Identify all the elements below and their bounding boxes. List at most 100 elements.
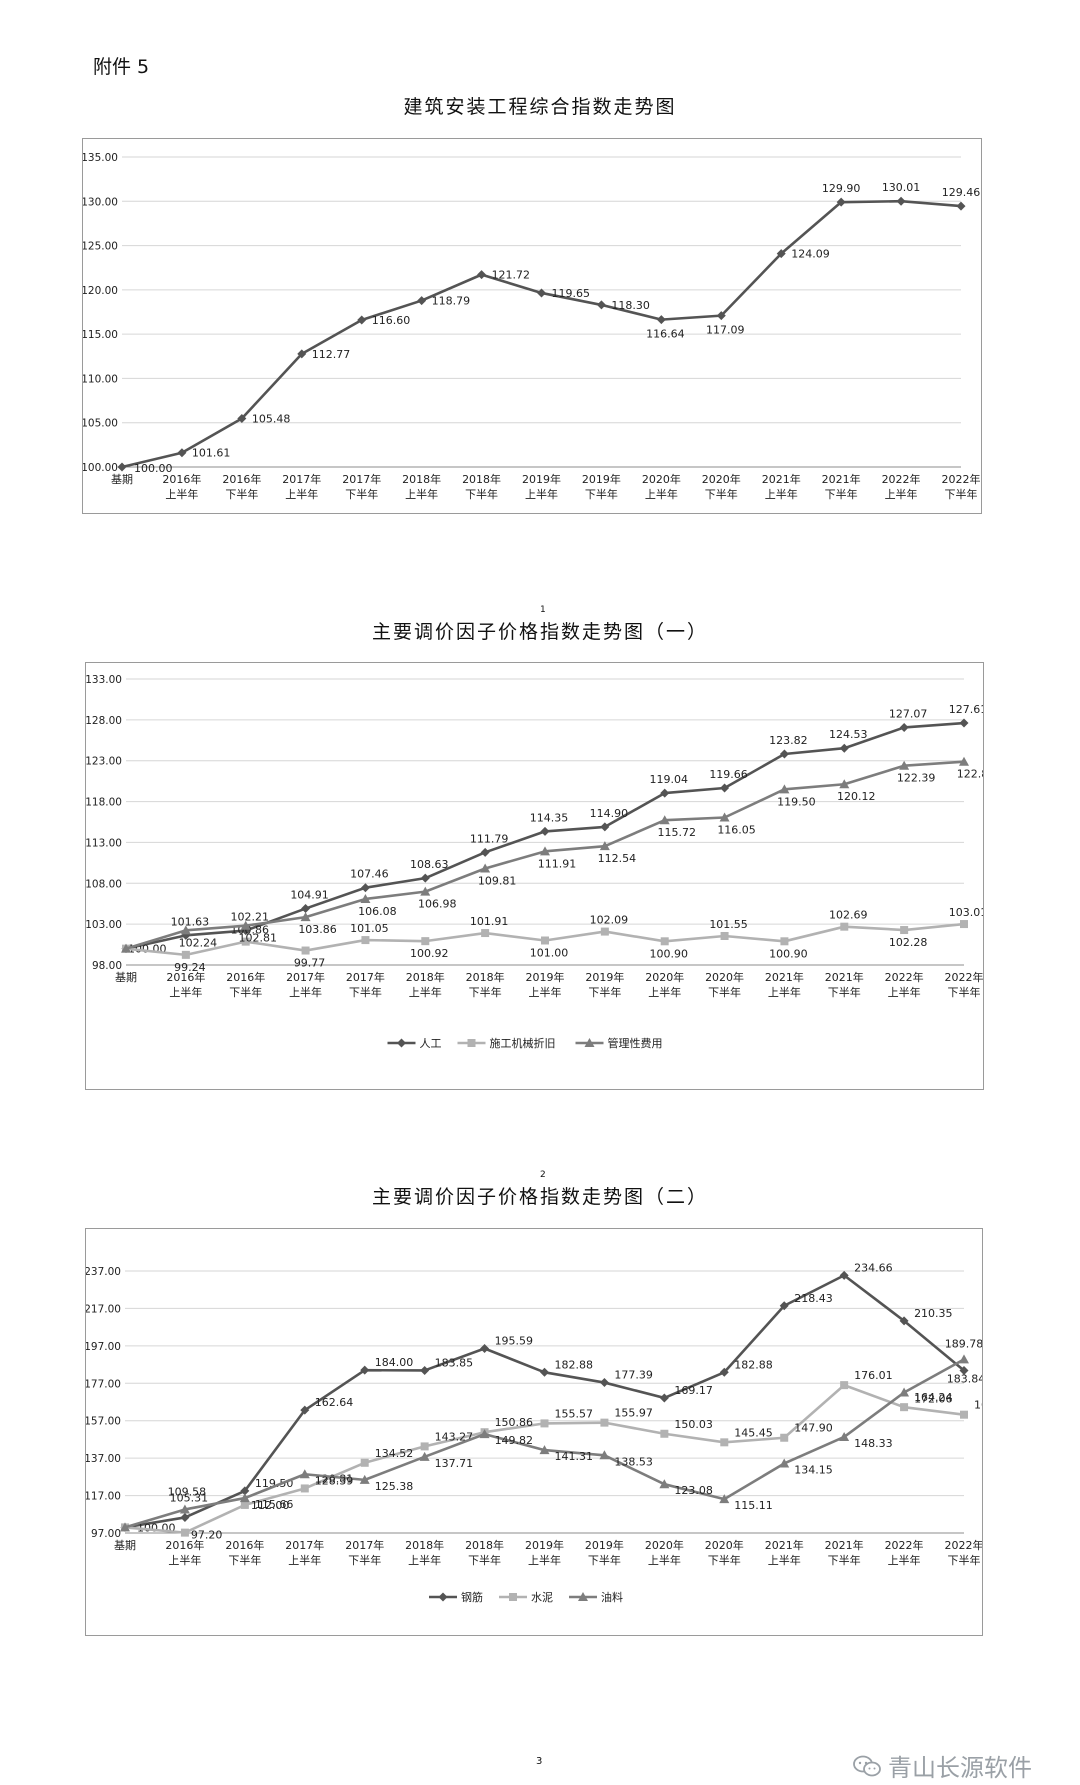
data-label: 97.20 [191, 1529, 223, 1542]
data-point [660, 788, 670, 798]
data-label: 114.35 [530, 811, 569, 824]
x-tick-label: 2017年 [345, 1538, 384, 1552]
x-tick-label: 下半年 [229, 985, 262, 999]
x-tick-label: 2019年 [585, 1538, 624, 1552]
data-label: 103.86 [298, 923, 337, 936]
x-tick-label: 下半年 [585, 487, 618, 501]
x-tick-label: 上半年 [885, 487, 918, 501]
data-label: 111.91 [538, 857, 577, 870]
x-tick-label: 上半年 [765, 487, 798, 501]
chart-3-title-mark: 2 [540, 1170, 546, 1180]
wechat-icon [853, 1755, 881, 1776]
data-point [417, 296, 427, 306]
data-point [719, 1494, 730, 1504]
data-label: 184.00 [375, 1356, 414, 1369]
data-label: 116.60 [372, 314, 411, 327]
data-label: 141.31 [555, 1450, 594, 1463]
data-point [420, 1442, 429, 1451]
data-label: 145.45 [734, 1426, 773, 1439]
x-tick-label: 下半年 [948, 985, 981, 999]
x-tick-label: 2021年 [765, 1538, 804, 1552]
data-label: 100.90 [649, 947, 688, 960]
data-point [540, 826, 550, 836]
data-point [839, 1270, 849, 1280]
x-tick-label: 上半年 [409, 985, 442, 999]
data-label: 129.46 [942, 186, 981, 199]
data-point [659, 1393, 669, 1403]
y-tick-label: 137.00 [86, 1453, 121, 1465]
data-label: 183.84 [947, 1372, 982, 1385]
x-tick-label: 2017年 [282, 472, 321, 486]
data-point [301, 946, 310, 955]
data-point [241, 937, 250, 946]
data-label: 107.46 [350, 868, 389, 881]
data-label: 122.39 [897, 772, 936, 785]
data-point [596, 300, 606, 310]
y-tick-label: 115.00 [83, 329, 118, 341]
watermark: 青山长源软件 [852, 1748, 1032, 1783]
data-point [541, 936, 549, 945]
x-tick-label: 2022年 [885, 970, 924, 984]
x-tick-label: 下半年 [468, 1553, 501, 1567]
legend-marker [467, 1039, 476, 1047]
data-label: 172.06 [914, 1393, 953, 1406]
data-point [420, 886, 431, 896]
data-point [481, 929, 490, 938]
data-point [360, 883, 370, 893]
data-point [480, 863, 491, 873]
data-label: 119.65 [552, 287, 591, 300]
data-label: 134.15 [794, 1463, 833, 1476]
data-point [120, 1522, 130, 1532]
data-point [900, 1403, 909, 1412]
data-label: 122.88 [957, 768, 983, 781]
data-point [659, 815, 670, 825]
x-tick-label: 上半年 [768, 1553, 801, 1567]
x-tick-label: 上半年 [285, 487, 318, 501]
data-label: 116.64 [646, 328, 685, 341]
y-tick-label: 103.00 [86, 919, 122, 931]
x-tick-label: 上半年 [405, 487, 438, 501]
page-number: 3 [536, 1756, 543, 1767]
legend-label: 钢筋 [461, 1590, 483, 1604]
data-point [899, 1316, 909, 1326]
data-point [600, 927, 609, 936]
y-tick-label: 177.00 [86, 1378, 121, 1390]
data-label: 102.81 [238, 932, 277, 945]
x-tick-label: 2021年 [822, 472, 861, 486]
data-label: 115.72 [657, 826, 696, 839]
data-label: 183.85 [435, 1356, 474, 1369]
data-label: 100.00 [134, 462, 173, 475]
attachment-label: 附件 5 [93, 56, 150, 78]
data-label: 105.48 [252, 412, 291, 425]
data-label: 117.09 [706, 324, 745, 337]
data-label: 112.00 [251, 1499, 290, 1512]
data-label: 115.66 [255, 1498, 294, 1511]
legend-marker [578, 1592, 588, 1601]
data-point [896, 196, 906, 206]
chart-1-title: 建筑安装工程综合指数走势图 [403, 96, 677, 118]
x-tick-label: 2017年 [285, 1538, 324, 1552]
data-point [719, 812, 730, 822]
x-tick-label: 上半年 [529, 985, 562, 999]
data-label: 101.55 [709, 918, 748, 931]
y-tick-label: 135.00 [83, 152, 118, 164]
x-tick-label: 2021年 [825, 1538, 864, 1552]
data-point [240, 920, 251, 930]
x-tick-label: 上半年 [288, 1553, 321, 1567]
data-label: 109.81 [478, 874, 516, 887]
data-point [241, 926, 251, 936]
x-tick-label: 下半年 [588, 1553, 621, 1567]
x-tick-label: 下半年 [945, 487, 978, 501]
x-tick-label: 下半年 [465, 487, 498, 501]
data-point [360, 1365, 370, 1375]
legend: 人工 施工机械折旧 管理性费用 [387, 1036, 663, 1050]
x-tick-label: 2016年 [165, 1538, 204, 1552]
data-label: 124.53 [829, 728, 868, 741]
x-tick-label: 上半年 [169, 985, 202, 999]
x-tick-label: 下半年 [225, 487, 258, 501]
chart-1-plot: 100.00 105.00 110.00 115.00 120.00 125.00 130.… [83, 152, 981, 501]
x-tick-label: 下半年 [349, 985, 382, 999]
data-label: 99.77 [294, 957, 326, 970]
data-label: 112.54 [598, 852, 637, 865]
x-tick-label: 2016年 [166, 970, 205, 984]
